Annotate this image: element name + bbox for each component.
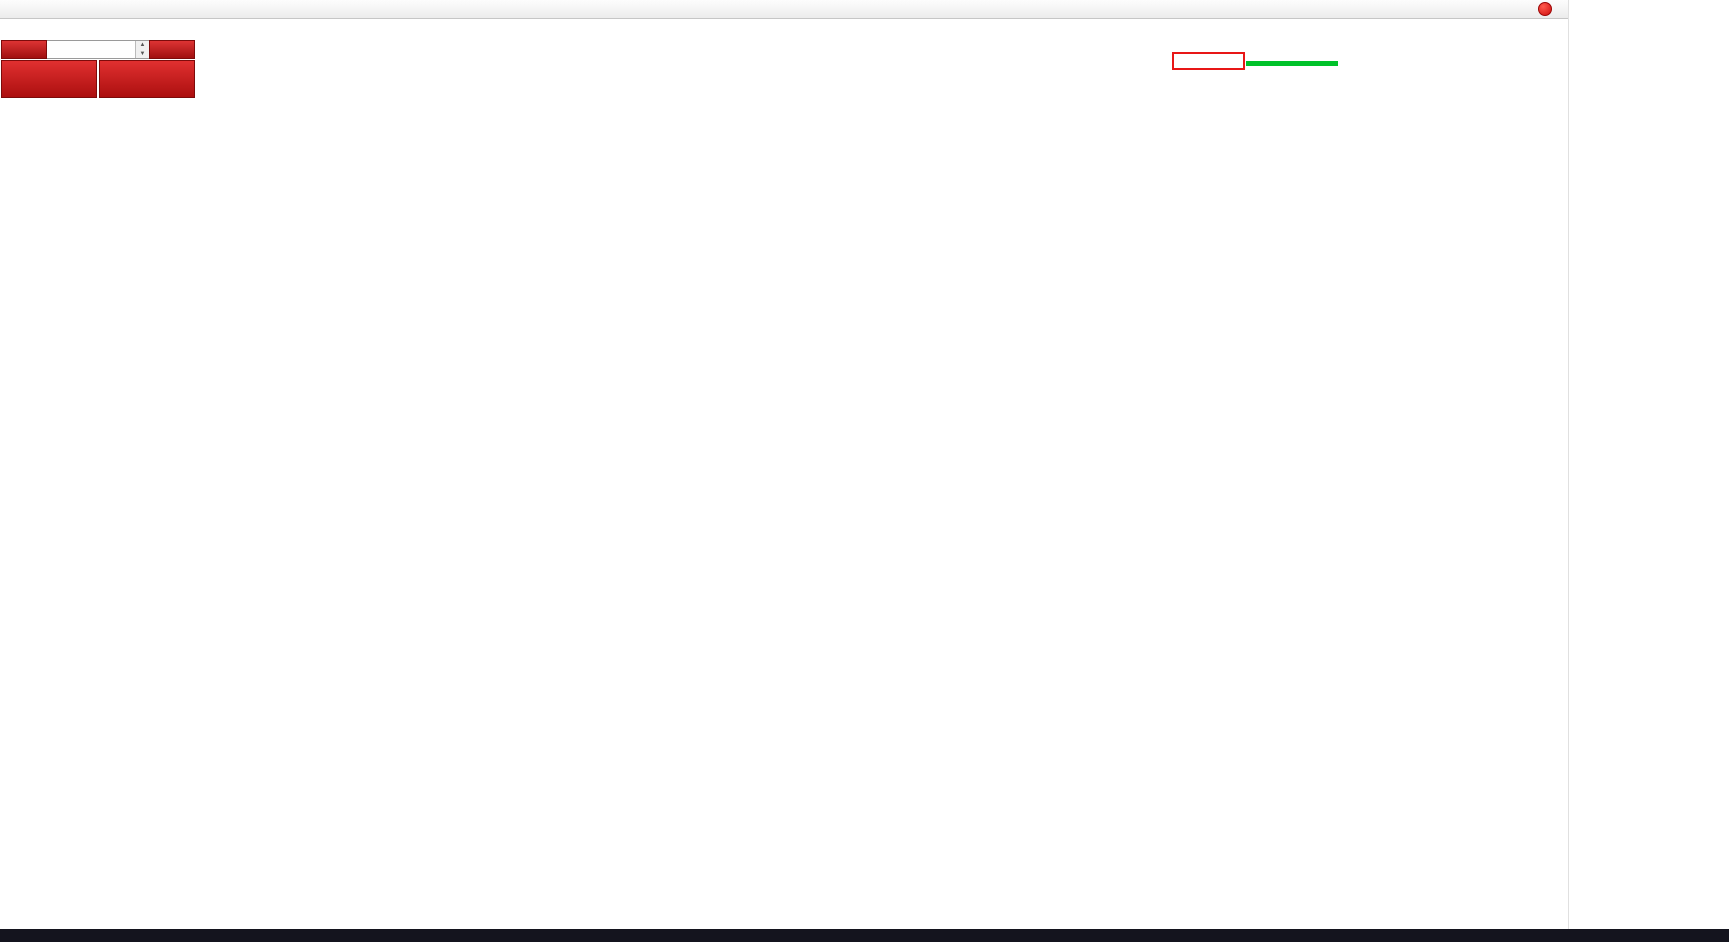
lot-decrease-button[interactable]: ▼ — [136, 49, 149, 58]
chart-window[interactable]: ▲ ▼ — [0, 0, 1568, 929]
price-axis[interactable] — [1521, 0, 1568, 929]
rsi-indicator-label — [4, 684, 9, 696]
bottom-bar — [0, 929, 1729, 942]
buy-price-button[interactable] — [99, 60, 195, 98]
lot-increase-button[interactable]: ▲ — [136, 41, 149, 50]
lot-size-field[interactable]: ▲ ▼ — [47, 40, 149, 59]
desktop-background — [1568, 0, 1729, 929]
lot-spinner: ▲ ▼ — [135, 41, 149, 58]
notification-icon[interactable] — [1538, 2, 1552, 16]
turning-point-level-bar — [1246, 61, 1338, 66]
macd-indicator-label — [4, 529, 13, 541]
chart-canvas[interactable] — [0, 0, 1568, 929]
sell-price-button[interactable] — [1, 60, 97, 98]
price-annotation-label — [1172, 52, 1245, 70]
sell-button[interactable] — [1, 40, 47, 59]
lot-size-value — [47, 41, 135, 58]
chart-title — [6, 23, 12, 35]
one-click-trading-panel: ▲ ▼ — [1, 40, 195, 98]
buy-button[interactable] — [149, 40, 195, 59]
toolbar — [0, 0, 1568, 19]
